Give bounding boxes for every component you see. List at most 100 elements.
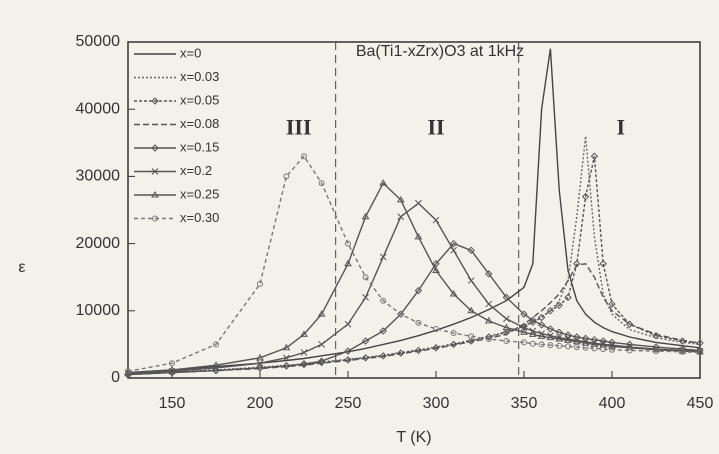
- y-tick-label: 10000: [76, 302, 121, 319]
- marker: [379, 179, 388, 186]
- marker: [573, 260, 581, 268]
- marker: [283, 354, 290, 362]
- marker: [529, 340, 536, 347]
- marker: [697, 349, 703, 356]
- series-line: [127, 242, 701, 376]
- series-line: [127, 48, 701, 374]
- marker: [485, 300, 493, 308]
- marker: [572, 337, 581, 345]
- x-tick-label: 150: [159, 395, 186, 412]
- marker: [450, 329, 457, 336]
- marker: [318, 180, 325, 187]
- marker: [696, 347, 704, 355]
- marker: [609, 346, 615, 353]
- marker: [678, 347, 687, 354]
- marker: [555, 335, 564, 342]
- marker: [546, 325, 555, 333]
- marker: [396, 195, 405, 203]
- marker: [467, 277, 475, 284]
- marker: [361, 337, 370, 345]
- marker: [502, 293, 511, 302]
- annotation: Ba(Ti1-xZrx)O3 at 1kHz: [356, 43, 524, 60]
- marker: [301, 153, 307, 160]
- y-tick-label: 30000: [76, 168, 121, 185]
- marker: [590, 152, 599, 160]
- marker: [565, 343, 571, 350]
- marker: [380, 297, 387, 304]
- legend-label: x=0.03: [180, 69, 219, 84]
- marker: [318, 341, 325, 348]
- legend-label: x=0.05: [180, 92, 219, 107]
- marker: [414, 346, 423, 355]
- series-line: [127, 155, 701, 372]
- legend-label: x=0.25: [180, 186, 219, 201]
- marker: [537, 332, 546, 339]
- y-tick-label: 50000: [76, 33, 121, 50]
- marker: [415, 319, 422, 326]
- x-axis-label: T (K): [396, 429, 431, 446]
- marker: [344, 347, 352, 355]
- marker: [283, 173, 290, 180]
- y-tick-label: 0: [111, 369, 120, 386]
- marker: [124, 368, 132, 376]
- marker: [547, 342, 554, 349]
- region-label: I: [617, 114, 626, 139]
- marker: [300, 349, 308, 356]
- marker: [468, 333, 475, 340]
- marker: [450, 246, 457, 254]
- marker: [600, 346, 607, 353]
- marker: [449, 239, 458, 248]
- marker: [213, 341, 219, 348]
- marker: [151, 191, 159, 198]
- marker: [520, 310, 528, 318]
- legend-label: x=0: [180, 45, 201, 60]
- marker: [599, 260, 607, 268]
- marker: [344, 320, 352, 328]
- marker: [582, 344, 589, 351]
- marker: [397, 349, 405, 357]
- marker: [300, 360, 308, 368]
- marker: [503, 338, 510, 345]
- marker: [653, 348, 659, 355]
- marker: [432, 266, 440, 273]
- marker: [467, 306, 476, 314]
- marker: [344, 356, 352, 364]
- marker: [345, 240, 351, 247]
- marker: [151, 168, 159, 175]
- marker: [282, 362, 291, 370]
- marker: [379, 352, 387, 360]
- marker: [256, 364, 264, 372]
- marker: [520, 324, 528, 331]
- marker: [538, 341, 545, 348]
- series-line: [127, 136, 701, 375]
- marker: [361, 354, 370, 362]
- marker: [256, 353, 264, 361]
- marker: [152, 215, 158, 222]
- marker: [626, 347, 633, 354]
- marker: [433, 325, 439, 332]
- marker: [151, 97, 159, 105]
- marker: [151, 144, 159, 152]
- x-tick-label: 400: [599, 395, 626, 412]
- marker: [344, 259, 352, 267]
- marker: [537, 321, 546, 329]
- marker: [581, 192, 590, 201]
- marker: [257, 280, 263, 287]
- marker: [125, 368, 131, 375]
- marker: [379, 327, 387, 335]
- marker: [546, 333, 555, 341]
- marker: [529, 316, 537, 324]
- marker: [608, 342, 616, 349]
- marker: [485, 270, 493, 278]
- marker: [256, 359, 264, 367]
- marker: [591, 345, 598, 352]
- marker: [537, 313, 546, 322]
- legend-label: x=0.08: [180, 116, 219, 131]
- y-tick-label: 20000: [76, 235, 121, 252]
- marker: [414, 286, 423, 295]
- marker: [521, 339, 527, 346]
- marker: [679, 348, 686, 355]
- marker: [555, 301, 563, 310]
- marker: [168, 365, 176, 373]
- x-tick-label: 300: [423, 395, 450, 412]
